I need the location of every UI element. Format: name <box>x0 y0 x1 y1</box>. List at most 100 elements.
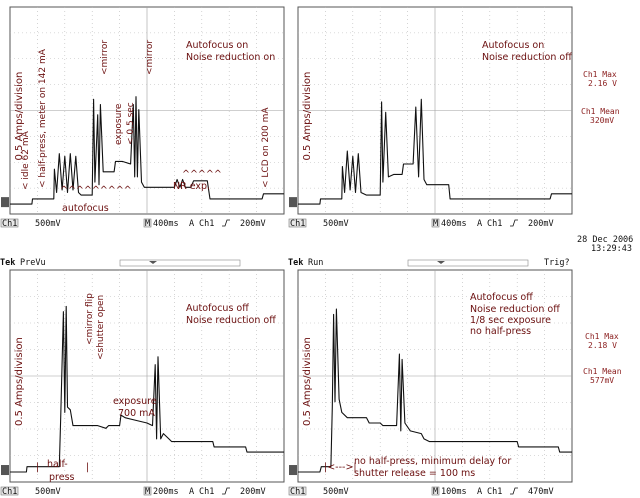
scope-panel-3: Tek PreVu 0.5 Amps/division Autofocus offNo… <box>0 258 285 497</box>
rising-edge-icon <box>222 487 230 495</box>
top-max-value: 2.16 V <box>588 79 617 88</box>
timebase-mode-label: M <box>145 487 150 497</box>
vertical-label: exposure <box>114 103 124 145</box>
vertical-label: < half-press, meter on 142 mA <box>38 48 48 188</box>
bottom-max-value: 2.18 V <box>588 341 617 350</box>
annotation-4: no half-press <box>470 326 531 337</box>
y-axis-label: 0.5 Amps/division <box>302 72 313 161</box>
status-bar <box>0 486 284 496</box>
marker-label: press <box>49 472 75 483</box>
y-axis-label: 0.5 Amps/division <box>302 337 313 426</box>
trigger-status: Trig? <box>544 258 570 268</box>
channel-chip <box>288 486 307 496</box>
trigger-position-marker <box>437 261 445 264</box>
marker-label: |<--->| <box>324 462 357 473</box>
ground-marker <box>1 197 9 208</box>
trigger-channel: Ch1 <box>199 487 214 497</box>
top-mean-value: 320mV <box>590 116 614 125</box>
marker-label: NR exp. <box>173 181 210 192</box>
bottom-mean-value: 577mV <box>590 376 614 385</box>
date-readout: 28 Dec 2006 <box>577 235 633 245</box>
trigger-position-marker <box>149 261 157 264</box>
annotation-1: Autofocus on <box>186 40 248 51</box>
side-measurements: Ch1 Max 2.16 V Ch1 Mean 320mV 28 Dec 200… <box>577 70 633 385</box>
record-bar <box>119 259 241 267</box>
trigger-mode-label: A <box>477 487 482 497</box>
volts-per-div: 500mV <box>323 487 349 497</box>
vertical-label: < 0.5 sec <box>126 102 136 145</box>
timebase-readout: 400ms <box>441 219 467 229</box>
timebase-mode-label: M <box>433 219 438 229</box>
volts-per-div: 500mV <box>35 219 61 229</box>
timebase-chip <box>431 218 440 228</box>
bottom-mean-label: Ch1 Mean <box>583 367 622 376</box>
channel-chip <box>0 486 19 496</box>
bottom-max-label: Ch1 Max <box>585 332 619 341</box>
channel-label: Ch1 <box>290 219 305 229</box>
status-bar <box>288 486 572 496</box>
ground-marker <box>1 465 9 476</box>
timebase-readout: 200ms <box>153 487 179 497</box>
annotation-1: Autofocus off <box>470 292 533 303</box>
annotation-2: Noise reduction off <box>186 315 276 326</box>
time-readout: 13:29:43 <box>591 244 632 254</box>
rising-edge-icon <box>222 219 230 227</box>
y-axis-label: 0.5 Amps/division <box>14 337 25 426</box>
brand-label: Tek <box>288 258 303 268</box>
vertical-label: <mirror <box>100 40 110 75</box>
y-axis-label: 0.5 Amps/division <box>14 72 25 161</box>
annotation-2: Noise reduction on <box>186 52 275 63</box>
timebase-chip <box>143 218 152 228</box>
trigger-mode-label: A <box>189 487 194 497</box>
annotation-2: Noise reduction off <box>482 52 572 63</box>
vertical-label: < LCD on 200 mA <box>261 107 271 188</box>
trigger-mode-label: A <box>189 219 194 229</box>
marker-label: exposure <box>113 396 157 407</box>
record-bar <box>407 259 529 267</box>
acq-mode-label: Run <box>308 258 323 268</box>
marker-label: | <box>86 462 89 473</box>
trigger-level: 200mV <box>240 219 266 229</box>
timebase-mode-label: M <box>433 487 438 497</box>
trigger-channel: Ch1 <box>199 219 214 229</box>
current-trace <box>10 96 284 205</box>
marker-label: 700 mA <box>118 408 155 419</box>
timebase-readout: 400ms <box>153 219 179 229</box>
top-max-label: Ch1 Max <box>583 70 617 79</box>
timebase-chip <box>143 486 152 496</box>
vertical-label: <mirror <box>145 40 155 75</box>
marker-label: shutter release = 100 ms <box>354 468 475 479</box>
current-trace <box>298 308 572 473</box>
channel-label: Ch1 <box>290 487 305 497</box>
marker-label: no half-press, minimum delay for <box>354 456 511 467</box>
status-bar <box>288 218 572 228</box>
annotation-1: Autofocus off <box>186 303 249 314</box>
channel-chip <box>288 218 307 228</box>
volts-per-div: 500mV <box>323 219 349 229</box>
marker-label: half- <box>47 459 68 470</box>
annotation-3: 1/8 sec exposure <box>470 315 551 326</box>
vertical-label: < idle 62 mA <box>21 130 31 190</box>
trigger-channel: Ch1 <box>487 219 502 229</box>
vertical-label: <shutter open <box>96 295 106 360</box>
current-trace <box>298 98 572 205</box>
timebase-readout: 100ms <box>441 487 467 497</box>
ground-marker <box>289 197 297 208</box>
current-trace <box>10 305 284 473</box>
status-bar <box>0 218 284 228</box>
vertical-label: <mirror flip <box>85 293 95 345</box>
acq-mode-label: PreVu <box>20 258 46 268</box>
marker-label: | <box>36 462 39 473</box>
marker-label: ^^^^^^^^^ <box>60 185 132 196</box>
timebase-chip <box>431 486 440 496</box>
marker-label: autofocus <box>62 203 109 214</box>
timebase-mode-label: M <box>145 219 150 229</box>
channel-label: Ch1 <box>2 487 17 497</box>
scope-panel-4: Tek Run Trig? 0.5 Amps/division Autofocus of… <box>288 258 573 497</box>
trigger-channel: Ch1 <box>487 487 502 497</box>
marker-label: ^^^^^ <box>182 169 222 180</box>
trigger-level: 200mV <box>528 219 554 229</box>
